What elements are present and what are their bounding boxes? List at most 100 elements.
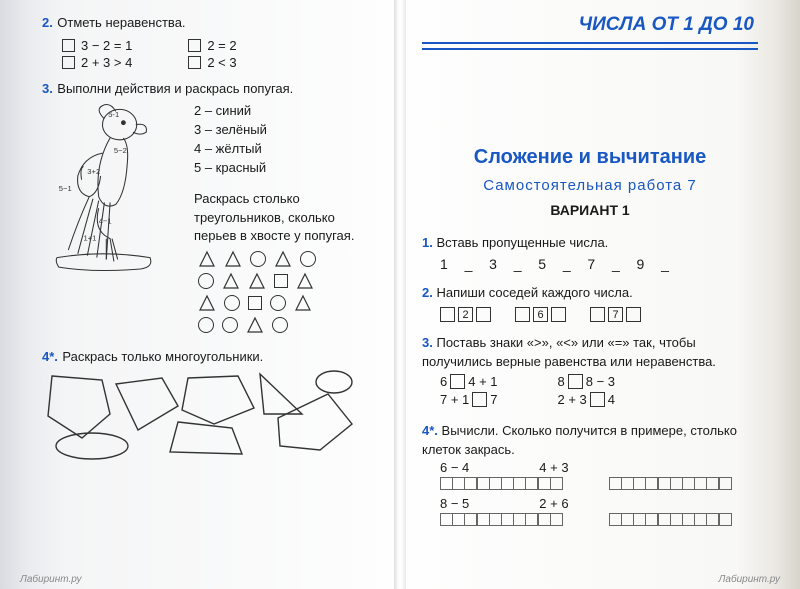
shapes-grid [194, 250, 374, 334]
inequality-option: 3 − 2 = 1 [62, 38, 132, 53]
r-task-2: 2. Напиши соседей каждого числа. 2 6 7 [422, 284, 758, 322]
task-3: 3. Выполни действия и раскрась попугая. [42, 80, 382, 338]
worksheet-subtitle: Самостоятельная работа 7 [422, 177, 758, 194]
answer-box[interactable] [515, 307, 530, 322]
expression: 2 = 2 [207, 38, 236, 53]
legend-row: 5 – красный [194, 159, 374, 178]
circle-shape [222, 317, 238, 333]
watermark: Лабиринт.ру [20, 574, 81, 585]
legend-row: 3 – зелёный [194, 121, 374, 140]
cell-grid [609, 513, 732, 526]
expression: 2 + 3 > 4 [81, 55, 132, 70]
circle-shape [198, 273, 214, 289]
answer-box[interactable] [626, 307, 641, 322]
color-legend: 2 – синий 3 – зелёный 4 – жёлтый 5 – кра… [194, 98, 374, 338]
neighbor-boxes: 2 6 7 [440, 307, 758, 322]
expr-col-right: 8 8 − 3 2 + 3 4 [558, 374, 616, 410]
task-text: Поставь знаки «>», «<» или «=» так, чтоб… [422, 335, 716, 369]
task-text: Отметь неравенства. [57, 15, 185, 30]
variant-label: ВАРИАНТ 1 [422, 202, 758, 218]
expression: 2 < 3 [207, 55, 236, 70]
triangle-shape [198, 294, 216, 312]
task-text: Раскрась только многоугольники. [62, 349, 263, 364]
checkbox[interactable] [62, 39, 75, 52]
checkbox[interactable] [188, 39, 201, 52]
task-number: 3. [42, 81, 53, 96]
answer-box[interactable] [551, 307, 566, 322]
circle-shape [224, 295, 240, 311]
triangle-shape [248, 272, 266, 290]
sign-box[interactable] [472, 392, 487, 407]
task-number: 3. [422, 335, 433, 350]
parrot-drawing: 5-1 5−2 3+2 5−1 4−1 1+1 [42, 98, 182, 288]
answer-box[interactable] [440, 307, 455, 322]
inequality-option: 2 + 3 > 4 [62, 55, 132, 70]
watermark: Лабиринт.ру [719, 574, 780, 585]
given-number: 6 [533, 307, 548, 322]
left-page: 2. Отметь неравенства. 3 − 2 = 1 2 + 3 >… [0, 0, 400, 589]
circle-shape [270, 295, 286, 311]
task-text: Выполни действия и раскрась попугая. [57, 81, 293, 96]
svg-text:4−1: 4−1 [99, 217, 112, 226]
circle-shape [198, 317, 214, 333]
task-number: 4*. [42, 349, 58, 364]
triangle-shape [246, 316, 264, 334]
svg-text:5-1: 5-1 [108, 110, 119, 119]
triangle-shape [296, 272, 314, 290]
calc-expr: 2 + 6 [539, 496, 568, 511]
checkbox[interactable] [62, 56, 75, 69]
task-number: 2. [422, 285, 433, 300]
r-task-4: 4*. Вычисли. Сколько получится в примере… [422, 422, 758, 532]
circle-shape [300, 251, 316, 267]
task-number: 4*. [422, 423, 438, 438]
triangle-shape [198, 250, 216, 268]
triangle-shape [222, 272, 240, 290]
right-page: ЧИСЛА ОТ 1 ДО 10 Сложение и вычитание Са… [400, 0, 800, 589]
task-text: Вставь пропущенные числа. [436, 235, 608, 250]
comparison-expr: 7 + 1 7 [440, 392, 498, 407]
sign-box[interactable] [568, 374, 583, 389]
svg-text:1+1: 1+1 [84, 234, 97, 243]
triangle-shape [224, 250, 242, 268]
circle-shape [250, 251, 266, 267]
comparison-expr: 6 4 + 1 [440, 374, 498, 389]
svg-text:5−1: 5−1 [59, 184, 72, 193]
calc-expr: 4 + 3 [539, 460, 568, 475]
svg-text:3+2: 3+2 [87, 167, 100, 176]
polygon-shapes [42, 366, 382, 462]
comparison-expr: 8 8 − 3 [558, 374, 616, 389]
task-number: 2. [42, 15, 53, 30]
sign-box[interactable] [590, 392, 605, 407]
inequality-option: 2 = 2 [188, 38, 236, 53]
r-task-3: 3. Поставь знаки «>», «<» или «=» так, ч… [422, 334, 758, 411]
calc-expr: 6 − 4 [440, 460, 469, 475]
section-title: Сложение и вычитание [422, 146, 758, 169]
square-shape [274, 274, 288, 288]
expression: 3 − 2 = 1 [81, 38, 132, 53]
circle-shape [272, 317, 288, 333]
given-number: 2 [458, 307, 473, 322]
task-text: Вычисли. Сколько получится в примере, ст… [422, 423, 737, 457]
comparison-expr: 2 + 3 4 [558, 392, 616, 407]
cell-grid [440, 477, 563, 490]
answer-box[interactable] [590, 307, 605, 322]
expr-col-left: 6 4 + 1 7 + 1 7 [440, 374, 498, 410]
svg-text:5−2: 5−2 [114, 146, 127, 155]
triangle-shape [294, 294, 312, 312]
task-4: 4*. Раскрась только многоугольники. [42, 348, 382, 462]
answer-box[interactable] [476, 307, 491, 322]
r-task-1: 1. Вставь пропущенные числа. 1 _ 3 _ 5 _… [422, 234, 758, 272]
sign-box[interactable] [450, 374, 465, 389]
task-number: 1. [422, 235, 433, 250]
legend-row: 4 – жёлтый [194, 140, 374, 159]
given-number: 7 [608, 307, 623, 322]
triangle-instruction: Раскрась столько треугольников, сколько … [194, 190, 374, 247]
task-2: 2. Отметь неравенства. 3 − 2 = 1 2 + 3 >… [42, 14, 382, 70]
checkbox[interactable] [188, 56, 201, 69]
task-text: Напиши соседей каждого числа. [436, 285, 632, 300]
number-sequence: 1 _ 3 _ 5 _ 7 _ 9 _ [440, 256, 758, 272]
cell-grid [440, 513, 563, 526]
triangle-shape [274, 250, 292, 268]
inequality-option: 2 < 3 [188, 55, 236, 70]
calc-expr: 8 − 5 [440, 496, 469, 511]
